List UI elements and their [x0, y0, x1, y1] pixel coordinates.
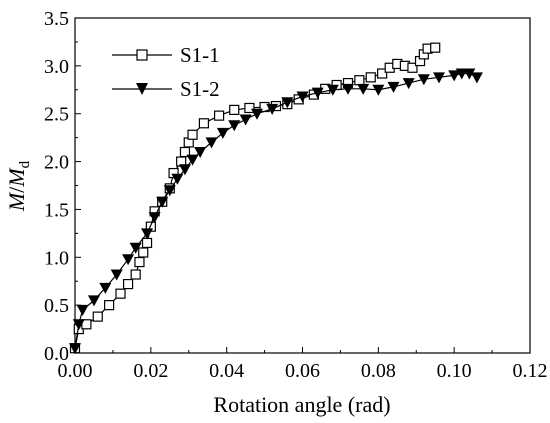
y-tick-label: 2.0 — [44, 152, 69, 174]
data-point-s1-2 — [205, 137, 218, 149]
legend-entry-s1-1: S1-1 — [112, 43, 220, 67]
data-point-s1-1 — [138, 247, 149, 258]
data-point-s1-1 — [187, 129, 198, 140]
x-tick-label: 0.02 — [133, 360, 168, 382]
data-point-s1-2 — [72, 319, 85, 331]
series-s1-1 — [69, 42, 441, 354]
y-tick-label: 1.0 — [44, 247, 69, 269]
data-point-s1-1 — [122, 278, 134, 290]
x-tick-label: 0.08 — [361, 360, 396, 382]
data-point-s1-2 — [99, 282, 112, 294]
data-point-s1-2 — [281, 97, 294, 109]
y-axis-ticks: 0.0 0.5 1.0 1.5 2.0 2.5 3.0 3.5 — [44, 8, 81, 365]
x-axis-ticks: 0.00 0.02 0.04 0.06 0.08 0.10 0.12 — [58, 347, 548, 382]
data-point-s1-1 — [229, 104, 240, 115]
series-layer — [69, 42, 483, 355]
data-point-s1-2 — [216, 127, 229, 139]
y-tick-label: 0.0 — [44, 343, 69, 365]
data-point-s1-2 — [156, 196, 169, 208]
data-point-s1-2 — [387, 81, 400, 93]
legend-marker-s1-2 — [136, 83, 148, 95]
x-tick-label: 0.00 — [58, 360, 93, 382]
data-point-s1-2 — [402, 78, 415, 90]
data-point-s1-2 — [448, 70, 461, 82]
data-point-s1-2 — [163, 185, 176, 197]
data-point-s1-1 — [130, 269, 141, 280]
x-tick-label: 0.12 — [513, 360, 548, 382]
data-point-s1-1 — [104, 300, 115, 311]
data-point-s1-1 — [115, 288, 126, 299]
data-point-s1-2 — [417, 74, 430, 86]
data-point-s1-2 — [239, 114, 252, 126]
data-point-s1-1 — [141, 237, 153, 249]
data-point-s1-2 — [228, 120, 241, 132]
data-point-s1-2 — [178, 164, 191, 176]
data-point-s1-2 — [296, 91, 309, 103]
y-axis-title: M/Md — [4, 160, 33, 212]
data-point-s1-2 — [326, 84, 339, 96]
x-axis-title: Rotation angle (rad) — [213, 392, 390, 417]
data-point-s1-2 — [342, 83, 354, 95]
data-point-s1-2 — [129, 242, 142, 254]
y-axis-title-sub: d — [17, 160, 33, 168]
x-tick-label: 0.10 — [437, 360, 472, 382]
data-point-s1-2 — [266, 103, 279, 115]
data-point-s1-2 — [110, 269, 123, 281]
series-line-s1-1 — [74, 47, 436, 349]
legend-label-s1-1: S1-1 — [180, 43, 220, 67]
data-point-s1-1 — [407, 62, 418, 73]
data-point-s1-1 — [430, 42, 441, 53]
data-point-s1-2 — [433, 72, 445, 84]
data-point-s1-2 — [372, 84, 385, 96]
data-point-s1-1 — [244, 102, 255, 114]
y-axis-title-main: M — [4, 191, 29, 212]
data-point-s1-2 — [455, 68, 468, 80]
y-axis-title-sep: / — [4, 186, 29, 193]
series-s1-2 — [69, 68, 483, 355]
data-point-s1-2 — [470, 72, 483, 84]
data-point-s1-2 — [357, 83, 370, 95]
data-point-s1-2 — [122, 254, 135, 266]
data-point-s1-2 — [76, 304, 89, 316]
legend: S1-1 S1-2 — [112, 43, 220, 101]
data-point-s1-2 — [69, 343, 81, 355]
data-point-s1-1 — [92, 311, 103, 322]
data-point-s1-2 — [148, 212, 161, 224]
y-axis-title-den: M — [4, 167, 29, 188]
y-tick-label: 0.5 — [44, 295, 69, 317]
data-point-s1-2 — [463, 68, 476, 80]
series-line-s1-2 — [74, 72, 478, 349]
data-point-s1-2 — [186, 154, 199, 166]
x-tick-label: 0.06 — [285, 360, 320, 382]
data-point-s1-1 — [377, 68, 388, 79]
y-tick-label: 1.5 — [44, 199, 69, 221]
data-point-s1-1 — [365, 72, 376, 83]
plot-frame — [74, 17, 531, 354]
data-point-s1-1 — [213, 110, 225, 121]
y-tick-label: 3.5 — [44, 8, 69, 30]
data-point-s1-1 — [134, 256, 145, 268]
data-point-s1-1 — [354, 75, 365, 86]
data-point-s1-2 — [171, 173, 184, 185]
data-point-s1-2 — [141, 228, 154, 240]
x-tick-label: 0.04 — [209, 360, 244, 382]
data-point-s1-2 — [251, 108, 263, 120]
y-tick-label: 2.5 — [44, 104, 69, 126]
data-point-s1-2 — [311, 87, 324, 99]
data-point-s1-2 — [194, 147, 207, 158]
legend-marker-s1-1 — [136, 49, 148, 61]
data-point-s1-2 — [87, 295, 100, 307]
legend-label-s1-2: S1-2 — [180, 77, 220, 101]
data-point-s1-1 — [198, 118, 210, 129]
y-tick-label: 3.0 — [44, 56, 69, 78]
legend-entry-s1-2: S1-2 — [112, 77, 220, 101]
